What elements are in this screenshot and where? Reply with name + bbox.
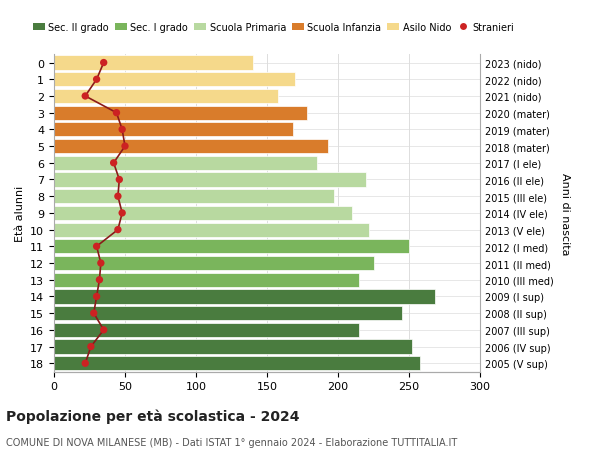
Point — [113, 226, 123, 234]
Bar — [54, 106, 307, 121]
Point — [92, 293, 101, 301]
Bar — [54, 223, 369, 237]
Bar — [54, 273, 359, 287]
Point — [80, 93, 90, 101]
Point — [120, 143, 130, 151]
Bar — [54, 323, 359, 337]
Point — [112, 110, 121, 117]
Point — [109, 160, 118, 167]
Bar — [54, 290, 434, 304]
Y-axis label: Età alunni: Età alunni — [14, 185, 25, 241]
Point — [115, 176, 124, 184]
Text: Popolazione per età scolastica - 2024: Popolazione per età scolastica - 2024 — [6, 409, 299, 423]
Point — [118, 210, 127, 217]
Text: COMUNE DI NOVA MILANESE (MB) - Dati ISTAT 1° gennaio 2024 - Elaborazione TUTTITA: COMUNE DI NOVA MILANESE (MB) - Dati ISTA… — [6, 437, 457, 447]
Bar — [54, 340, 412, 354]
Bar — [54, 207, 352, 220]
Bar — [54, 157, 317, 170]
Bar — [54, 56, 253, 71]
Bar — [54, 306, 402, 320]
Point — [92, 243, 101, 251]
Point — [99, 326, 109, 334]
Point — [86, 343, 96, 351]
Bar — [54, 190, 334, 204]
Point — [99, 60, 109, 67]
Bar — [54, 140, 328, 154]
Legend: Sec. II grado, Sec. I grado, Scuola Primaria, Scuola Infanzia, Asilo Nido, Stran: Sec. II grado, Sec. I grado, Scuola Prim… — [29, 19, 518, 37]
Bar — [54, 90, 278, 104]
Point — [80, 360, 90, 367]
Point — [96, 260, 106, 267]
Point — [89, 310, 98, 317]
Point — [118, 126, 127, 134]
Bar — [54, 173, 367, 187]
Bar — [54, 73, 295, 87]
Bar — [54, 123, 293, 137]
Bar — [54, 240, 409, 254]
Bar — [54, 356, 421, 370]
Point — [92, 76, 101, 84]
Bar — [54, 257, 374, 270]
Point — [95, 276, 104, 284]
Point — [113, 193, 123, 201]
Y-axis label: Anni di nascita: Anni di nascita — [560, 172, 570, 255]
